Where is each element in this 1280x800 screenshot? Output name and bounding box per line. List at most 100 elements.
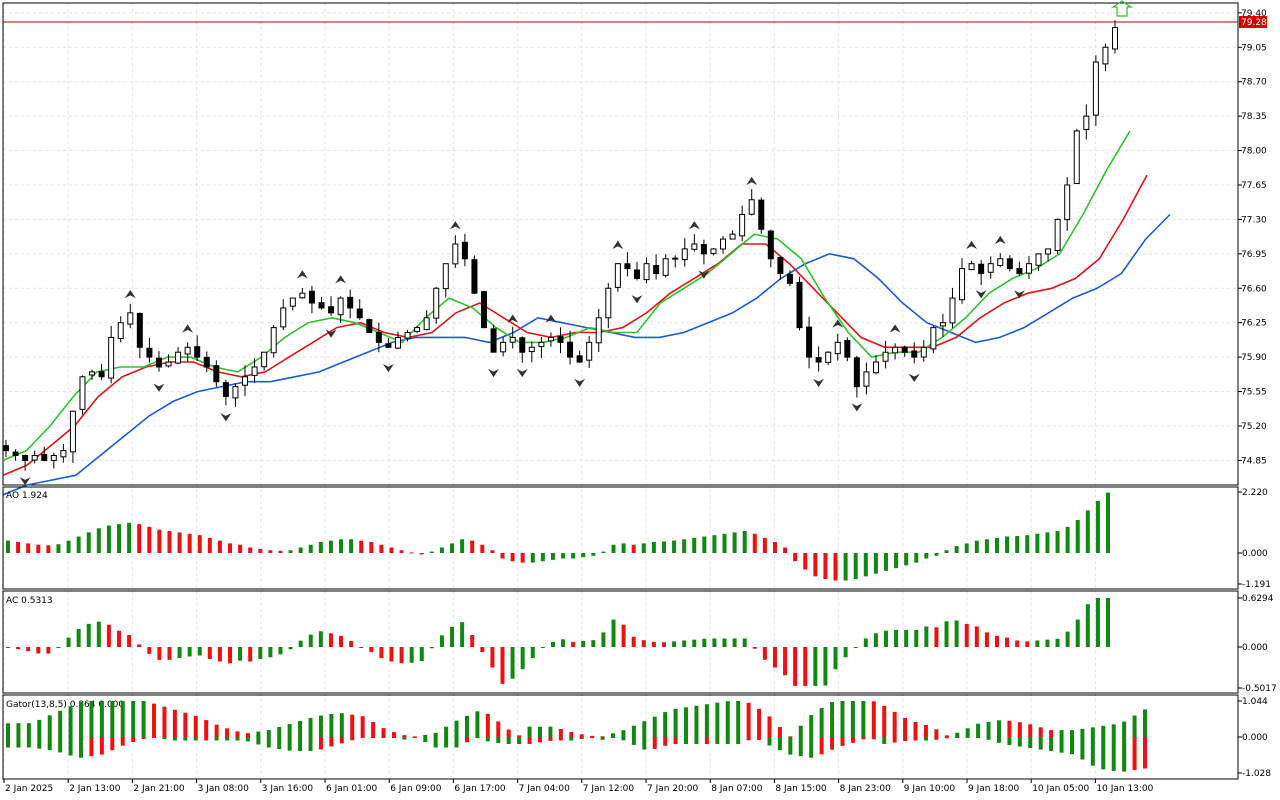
candle-bull [1035,253,1042,266]
time-label: 3 Jan 16:00 [262,784,314,794]
gator-bar-lower [412,737,417,739]
ao-bar-up [692,537,697,553]
ac-bar-up [1045,639,1050,647]
ao-bar-down [197,535,202,553]
gator-bar-lower [996,737,1001,743]
ac-pane[interactable]: AC 0.5313 [2,590,1239,694]
candle-bear [490,328,497,353]
gator-bar-lower [527,737,532,744]
candle-bear [758,199,765,230]
gator-bar-upper [934,729,939,737]
candle-bear [901,346,908,353]
candle-bear [1016,268,1023,275]
gator-bar-lower [235,737,240,741]
ao-bar-up [611,544,616,553]
ac-bar-down [339,635,344,647]
gator-bar-lower [590,737,595,739]
fractal-up-icon [994,235,1006,245]
gator-bar-upper [391,732,396,737]
ac-bar-down [359,647,364,648]
ac-bar-down [783,647,788,676]
ao-bar-up [1015,535,1020,553]
ac-bar-down [16,647,21,650]
gator-bar-upper [903,717,908,737]
candle-bull [89,371,96,376]
ao-bar-up [1025,535,1030,553]
ao-bar-up [651,542,656,553]
gator-bar-lower [371,737,376,738]
ac-bar-down [157,647,162,660]
time-label: 2 Jan 13:00 [69,784,121,794]
ao-bar-up [308,544,313,553]
fractal-down-icon [153,383,165,392]
candle-bear [347,296,354,309]
ac-bar-up [1035,640,1040,647]
ao-bar-down [137,524,142,553]
price-pane[interactable] [2,0,1239,496]
ao-pane[interactable]: AO 1.924 [2,486,1239,590]
candle-bull [175,351,182,364]
ao-bar-up [742,531,747,553]
gator-bar-lower [329,737,334,747]
gator-bar-lower [245,737,250,742]
gator-bar-lower [339,737,344,744]
gator-pane[interactable]: Gator(13,8,5) 0.864 0.000 [2,694,1239,780]
gator-bar-upper [496,721,501,737]
time-label: 7 Jan 12:00 [583,784,635,794]
ac-bar-down [147,647,152,654]
gator-bar-lower [506,737,511,745]
gator-bar-upper [777,727,782,737]
candle-bull [595,317,602,344]
ac-bar-up [530,647,535,659]
gator-bar-lower [485,737,490,742]
ac-bar-up [540,647,545,648]
candle-bull [1102,46,1109,65]
gator-bar-upper [444,726,449,737]
candle-bear [481,291,488,329]
ac-bar-down [803,647,808,686]
gator-bar-lower [204,737,209,741]
ao-bar-up [944,550,949,553]
time-label: 9 Jan 10:00 [904,784,956,794]
ao-bar-up [601,551,606,553]
gator-bar-lower [1101,737,1106,770]
current-price-label: 79.28 [1239,16,1267,28]
candle-bull [500,341,507,353]
gator-bar-lower [1132,737,1137,771]
gator-bar-lower [214,737,219,741]
candle-bull [949,297,956,324]
gator-bar-upper [757,708,762,737]
gator-bar-upper [1007,720,1012,737]
gator-bar-lower [433,737,438,748]
ao-bar-down [379,544,384,553]
ac-bar-up [702,638,707,647]
candle-bull [987,263,994,273]
candle-bull [127,312,134,325]
ao-bar-down [36,544,41,553]
gator-bar-lower [1111,737,1116,771]
gator-bar-lower [903,737,908,741]
gator-bar-upper [1049,730,1054,737]
candle-bull [299,292,306,299]
pane-tick-label: -0.5017 [1242,684,1277,694]
ac-bar-up [288,647,293,650]
gator-bar-upper [6,723,10,737]
gator-bar-upper [892,711,897,737]
candle-bear [12,451,19,456]
candle-bull [242,376,249,386]
ao-bar-down [207,537,212,553]
ac-bar-down [964,623,969,647]
gator-bar-lower [172,737,177,741]
gator-bar-upper [537,726,542,737]
ao-bar-down [228,543,233,553]
gator-bar-upper [193,715,198,737]
candle-bull [261,351,268,368]
gator-bar-upper [256,731,261,737]
gator-bar-lower [318,737,323,750]
ac-bar-up [76,629,81,647]
gator-bar-lower [496,737,501,743]
gator-bar-upper [663,712,668,737]
ac-bar-up [863,638,868,647]
gator-bar-upper [882,705,887,737]
